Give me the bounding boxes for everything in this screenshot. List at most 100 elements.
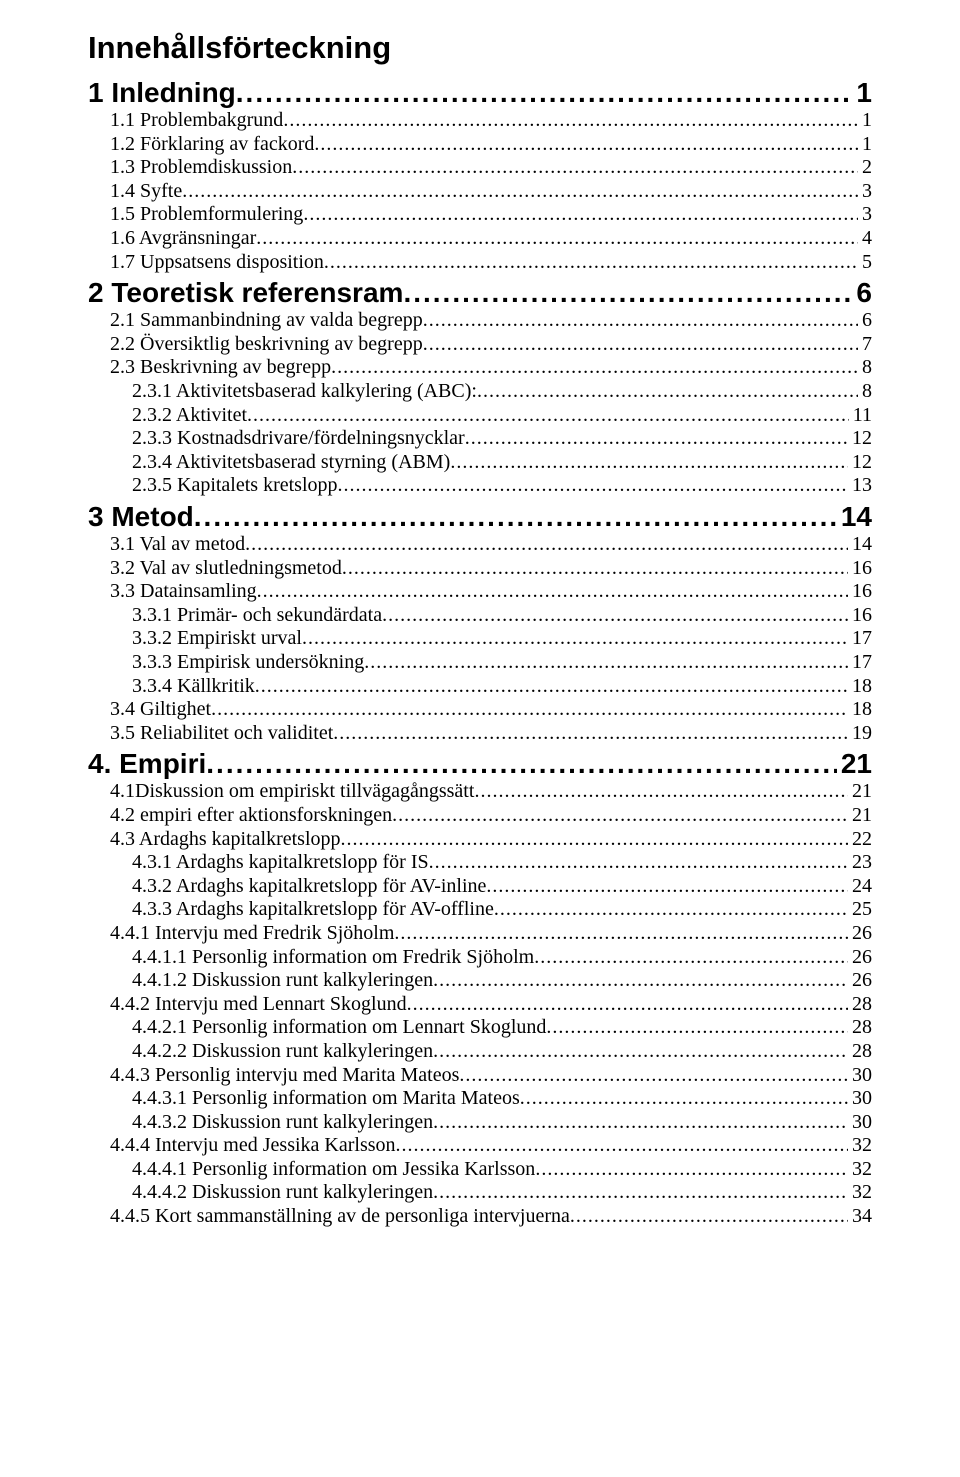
toc-entry-page: 28	[848, 1016, 872, 1040]
toc-entry-leader	[302, 627, 848, 651]
toc-entry-leader	[206, 747, 837, 780]
toc-entry: 1.1 Problembakgrund 1	[110, 109, 872, 133]
toc-entry-label: 4.1Diskussion om empiriskt tillvägagångs…	[110, 780, 474, 804]
toc-entry-label: 4.4.1.1 Personlig information om Fredrik…	[132, 946, 534, 970]
toc-entry: 4.4.2.2 Diskussion runt kalkyleringen28	[132, 1040, 872, 1064]
toc-entry-page: 13	[848, 474, 872, 498]
toc-entry-page: 1	[858, 109, 872, 133]
toc-entry-leader	[429, 851, 848, 875]
toc-entry-label: 1.3 Problemdiskussion	[110, 156, 292, 180]
toc-entry-page: 34	[848, 1205, 872, 1229]
toc-entry-leader	[292, 156, 858, 180]
toc-entry: 4.2 empiri efter aktionsforskningen21	[110, 804, 872, 828]
toc-entry-page: 5	[858, 251, 872, 275]
toc-entry-label: 2.3 Beskrivning av begrepp	[110, 356, 331, 380]
toc-entry: 4.3 Ardaghs kapitalkretslopp22	[110, 828, 872, 852]
toc-entry-label: 4.3.3 Ardaghs kapitalkretslopp för AV-of…	[132, 898, 494, 922]
toc-entry-leader	[433, 1181, 848, 1205]
toc-entry: 4.4.4.2 Diskussion runt kalkyleringen32	[132, 1181, 872, 1205]
toc-entry-leader	[341, 828, 848, 852]
toc-entry-label: 4.4.1 Intervju med Fredrik Sjöholm	[110, 922, 394, 946]
toc-entry-leader	[423, 309, 858, 333]
toc-entry-leader	[396, 1134, 848, 1158]
toc-entry: 4.1Diskussion om empiriskt tillvägagångs…	[110, 780, 872, 804]
toc-entry-leader	[433, 969, 848, 993]
toc-entry: 4.4.1 Intervju med Fredrik Sjöholm 26	[110, 922, 872, 946]
toc-entry-leader	[520, 1087, 848, 1111]
toc-entry-leader	[255, 675, 848, 699]
toc-entry-leader	[194, 500, 837, 533]
toc-entry-page: 6	[852, 276, 872, 309]
toc-entry-page: 26	[848, 922, 872, 946]
document-page: Innehållsförteckning 1 Inledning11.1 Pro…	[0, 0, 960, 1259]
toc-entry-leader	[245, 533, 848, 557]
toc-entry-page: 30	[848, 1087, 872, 1111]
toc-entry: 4.4.4 Intervju med Jessika Karlsson32	[110, 1134, 872, 1158]
toc-entry-leader	[423, 333, 858, 357]
toc-entry-leader	[474, 780, 848, 804]
toc-entry-label: 4.4.3.2 Diskussion runt kalkyleringen	[132, 1111, 433, 1135]
toc-entry-leader	[333, 722, 848, 746]
toc-entry-label: 4.4.3 Personlig intervju med Marita Mate…	[110, 1064, 459, 1088]
toc-entry-page: 25	[848, 898, 872, 922]
toc-entry-page: 3	[858, 203, 872, 227]
toc-entry-label: 3.3.1 Primär- och sekundärdata	[132, 604, 382, 628]
toc-entry-page: 18	[848, 698, 872, 722]
toc-entry-label: 3.3 Datainsamling	[110, 580, 257, 604]
toc-entry-leader	[392, 804, 848, 828]
toc-entry: 1.3 Problemdiskussion2	[110, 156, 872, 180]
toc-entry-label: 1.1 Problembakgrund	[110, 109, 283, 133]
toc-entry-page: 28	[848, 993, 872, 1017]
toc-entry-page: 19	[848, 722, 872, 746]
table-of-contents: 1 Inledning11.1 Problembakgrund11.2 Förk…	[88, 76, 872, 1229]
toc-entry-leader	[494, 898, 848, 922]
toc-entry: 3.3.1 Primär- och sekundärdata 16	[132, 604, 872, 628]
toc-entry-leader	[236, 76, 853, 109]
toc-entry-leader	[211, 698, 848, 722]
toc-entry-label: 3.1 Val av metod	[110, 533, 245, 557]
toc-entry-page: 14	[848, 533, 872, 557]
toc-entry-page: 8	[858, 356, 872, 380]
toc-entry-label: 2.3.1 Aktivitetsbaserad kalkylering (ABC…	[132, 380, 477, 404]
toc-entry-leader	[465, 427, 848, 451]
toc-entry-page: 21	[837, 747, 872, 780]
toc-entry: 4.4.4.1 Personlig information om Jessika…	[132, 1158, 872, 1182]
toc-entry-label: 2.3.2 Aktivitet	[132, 404, 247, 428]
toc-entry: 1.4 Syfte3	[110, 180, 872, 204]
toc-entry-label: 1.4 Syfte	[110, 180, 182, 204]
toc-entry: 1.7 Uppsatsens disposition5	[110, 251, 872, 275]
toc-entry-page: 32	[848, 1158, 872, 1182]
toc-entry-leader	[433, 1111, 848, 1135]
toc-entry-label: 4.3.2 Ardaghs kapitalkretslopp för AV-in…	[132, 875, 486, 899]
toc-entry: 4.3.1 Ardaghs kapitalkretslopp för IS 23	[132, 851, 872, 875]
toc-entry: 4.4.2.1 Personlig information om Lennart…	[132, 1016, 872, 1040]
toc-entry-page: 17	[848, 651, 872, 675]
toc-entry-page: 21	[848, 804, 872, 828]
toc-entry-leader	[182, 180, 858, 204]
toc-entry-page: 32	[848, 1181, 872, 1205]
toc-entry: 2.1 Sammanbindning av valda begrepp6	[110, 309, 872, 333]
toc-entry: 4.3.2 Ardaghs kapitalkretslopp för AV-in…	[132, 875, 872, 899]
toc-entry-leader	[546, 1016, 848, 1040]
toc-entry-leader	[477, 380, 858, 404]
toc-entry-page: 26	[848, 946, 872, 970]
toc-entry-label: 3.3.2 Empiriskt urval	[132, 627, 302, 651]
toc-entry-page: 16	[848, 604, 872, 628]
toc-entry-leader	[257, 580, 848, 604]
toc-entry-page: 12	[848, 427, 872, 451]
toc-entry-label: 4.4.2.2 Diskussion runt kalkyleringen	[132, 1040, 433, 1064]
toc-entry-leader	[338, 474, 848, 498]
toc-entry-label: 3.3.3 Empirisk undersökning	[132, 651, 364, 675]
toc-entry-label: 4.3.1 Ardaghs kapitalkretslopp för IS	[132, 851, 429, 875]
toc-entry-leader	[407, 993, 848, 1017]
toc-entry-label: 3.4 Giltighet	[110, 698, 211, 722]
toc-entry: 4.4.2 Intervju med Lennart Skoglund 28	[110, 993, 872, 1017]
toc-entry-page: 23	[848, 851, 872, 875]
toc-entry-page: 30	[848, 1064, 872, 1088]
toc-entry: 2.3.4 Aktivitetsbaserad styrning (ABM)12	[132, 451, 872, 475]
toc-entry-leader	[303, 203, 858, 227]
toc-entry: 4. Empiri21	[88, 747, 872, 780]
toc-entry-label: 4.4.2 Intervju med Lennart Skoglund	[110, 993, 407, 1017]
toc-entry-leader	[324, 251, 858, 275]
toc-entry-leader	[459, 1064, 848, 1088]
